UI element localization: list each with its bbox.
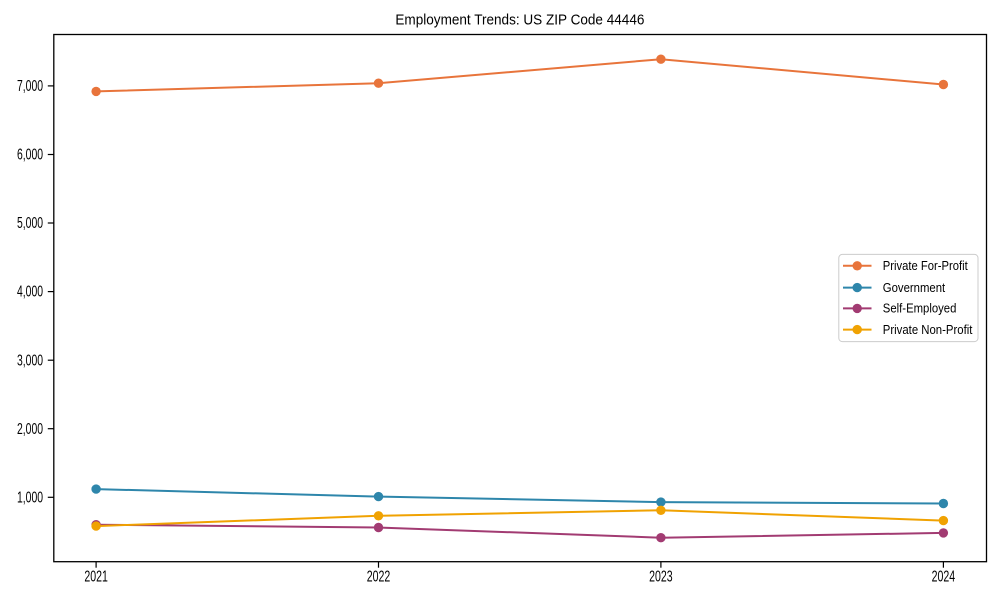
svg-text:2023: 2023 (649, 569, 673, 586)
svg-text:2,000: 2,000 (17, 421, 43, 438)
svg-text:2021: 2021 (84, 569, 108, 586)
svg-text:2022: 2022 (367, 569, 391, 586)
svg-text:7,000: 7,000 (17, 78, 43, 95)
svg-text:Employment Trends: US ZIP Code: Employment Trends: US ZIP Code 44446 (395, 13, 644, 29)
svg-text:Private For-Profit: Private For-Profit (883, 258, 968, 273)
svg-text:5,000: 5,000 (17, 215, 43, 232)
svg-text:4,000: 4,000 (17, 284, 43, 301)
svg-text:Self-Employed: Self-Employed (883, 301, 957, 316)
svg-text:2024: 2024 (932, 569, 956, 586)
svg-text:Private Non-Profit: Private Non-Profit (883, 322, 973, 337)
svg-text:3,000: 3,000 (17, 352, 43, 369)
svg-text:1,000: 1,000 (17, 489, 43, 506)
svg-text:6,000: 6,000 (17, 147, 43, 164)
svg-text:Government: Government (883, 280, 946, 295)
